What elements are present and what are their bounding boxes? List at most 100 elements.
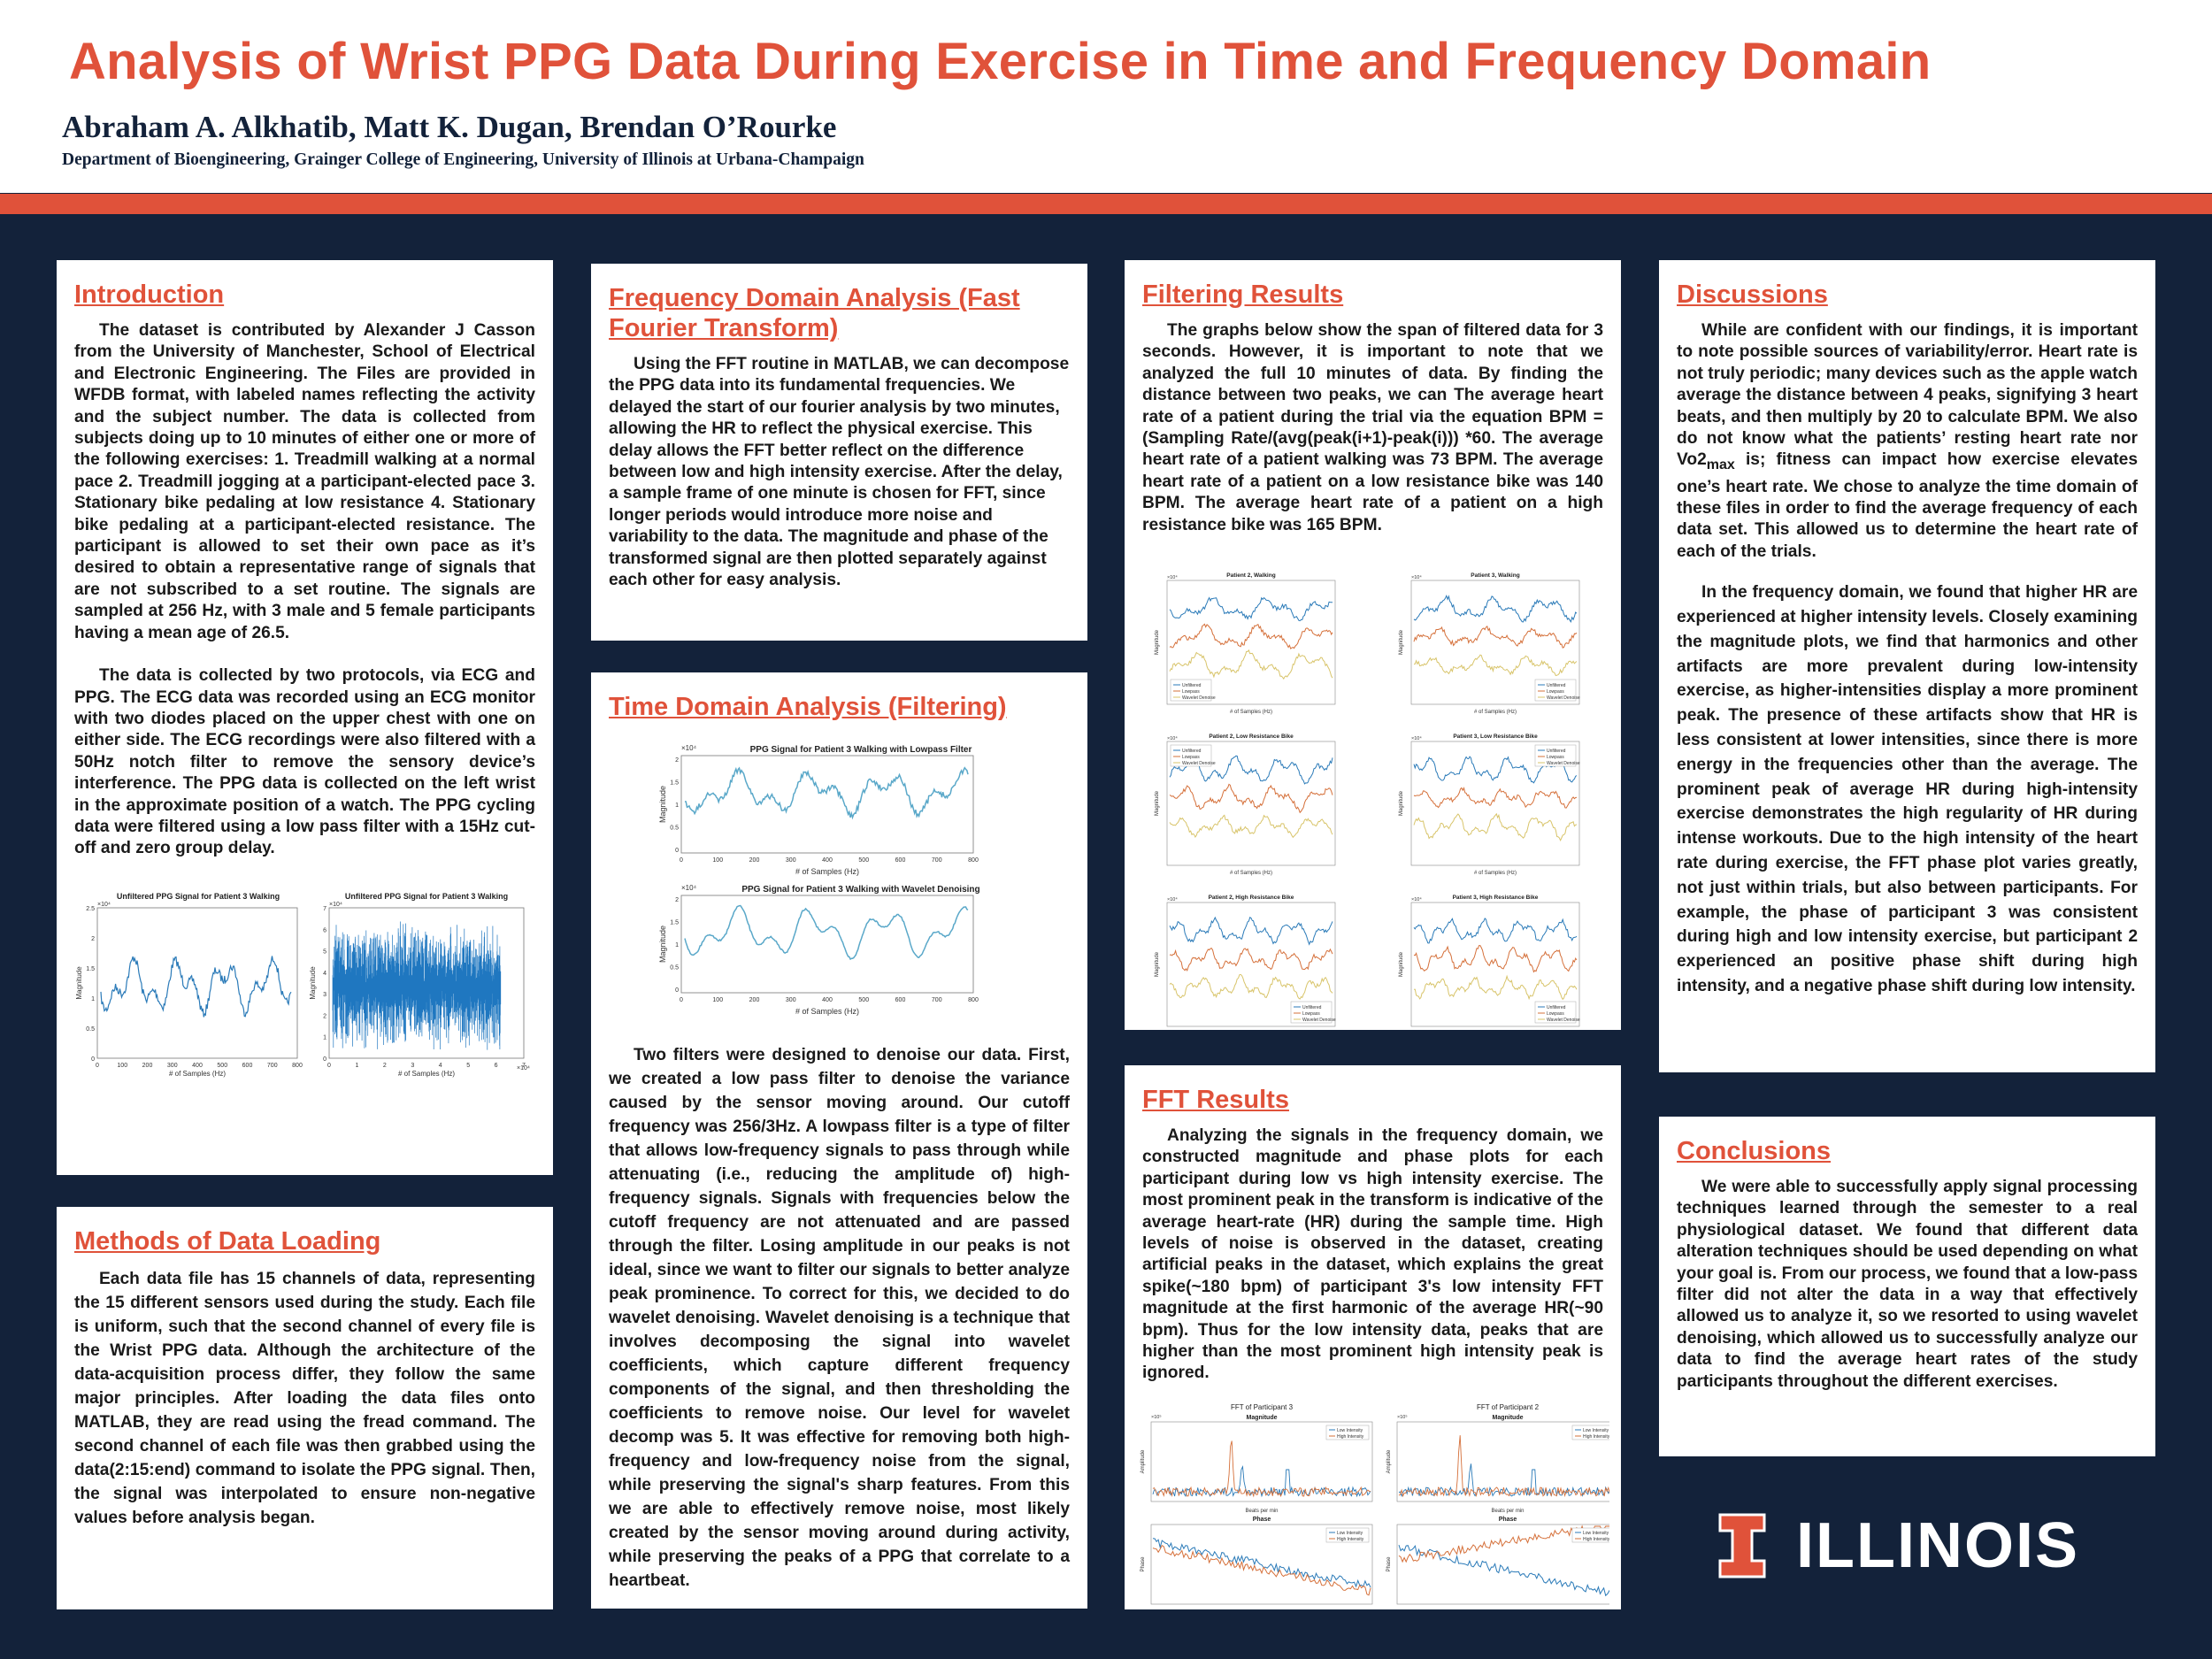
td1-x-tick-8: 800 (968, 857, 979, 864)
fft-phase-legend-label-1-0: Low Intensity (1583, 1531, 1609, 1536)
fft-results-paragraph-1: Analyzing the signals in the frequency d… (1142, 1126, 1603, 1383)
td2-y-tick-1: 1.5 (670, 920, 679, 926)
td1-x-tick-3: 300 (786, 857, 796, 864)
fft-mag-legend-label-0-1: High Intensity (1337, 1434, 1364, 1440)
time-domain-panel: Time Domain Analysis (Filtering) PPG Sig… (591, 672, 1087, 1609)
filter-plot-1-series-1 (1413, 626, 1578, 649)
intro-fig2-yticks: 7 6 5 4 3 2 1 0 (323, 906, 326, 1063)
fft-mag-ylabel-0: Amplitude (1141, 1449, 1146, 1473)
intro-fig1-exp: ×10⁴ (97, 902, 111, 908)
filter-plot-xlabel-3: # of Samples (Hz) (1474, 871, 1517, 876)
methods-paragraph-1: Each data file has 15 channels of data, … (74, 1270, 535, 1527)
filter-legend-label-5-1: Lowpass (1547, 1011, 1564, 1017)
fft-phase-ylabel-1: Phase (1386, 1556, 1392, 1572)
intro2-y-tick-6: 1 (323, 1034, 326, 1041)
filter-legend-label-2-2: Wavelet Denoise (1182, 761, 1216, 766)
filter-legend-label-4-2: Wavelet Denoise (1302, 1018, 1336, 1023)
fft-phase-legend-label-0-0: Low Intensity (1337, 1531, 1363, 1536)
methods-heading: Methods of Data Loading (74, 1227, 381, 1256)
filter-legend-label-3-1: Lowpass (1547, 755, 1564, 760)
introduction-paragraph-1: The dataset is contributed by Alexander … (74, 321, 535, 642)
intro1-x-tick-4: 400 (192, 1063, 203, 1069)
td1-x-tick-7: 700 (932, 857, 942, 864)
filter-legend-label-0-1: Lowpass (1182, 689, 1200, 695)
td2-y-tick-4: 0 (675, 987, 679, 994)
td2-x-tick-2: 200 (749, 997, 760, 1003)
fft-figures: FFT of Participant 3 Magnitude ×10⁵ Low Int… (1141, 1403, 1619, 1605)
intro-fig1-ylabel: Magnitude (75, 966, 83, 1000)
td-fig2-signal (684, 904, 969, 961)
intro2-x-tick-1: 1 (355, 1063, 358, 1069)
filter-plot-xlabel-0: # of Samples (Hz) (1230, 710, 1272, 715)
filter-plot-ylabel-4: Magnitude (1155, 951, 1160, 977)
intro1-x-tick-5: 500 (217, 1063, 227, 1069)
td2-y-tick-3: 0.5 (670, 965, 679, 972)
discussions-heading: Discussions (1677, 280, 1828, 309)
fft-phase-ylabel-0: Phase (1141, 1556, 1146, 1572)
td1-x-tick-4: 400 (822, 857, 833, 864)
filter-plot-4-series-2 (1169, 973, 1333, 1000)
td1-x-tick-1: 100 (712, 857, 723, 864)
intro2-y-tick-4: 3 (323, 992, 326, 998)
filter-plot-exp-0: ×10⁴ (1167, 574, 1178, 580)
filtering-heading: Filtering Results (1142, 280, 1344, 309)
filter-plot-title-2: Patient 2, Low Resistance Bike (1209, 733, 1294, 740)
fft-results-heading: FFT Results (1142, 1086, 1289, 1114)
filter-plot-ylabel-1: Magnitude (1399, 629, 1404, 655)
td2-x-tick-0: 0 (680, 997, 683, 1003)
intro2-y-tick-3: 4 (323, 971, 326, 977)
td2-y-tick-2: 1 (675, 942, 679, 949)
intro-fig1-title: Unfiltered PPG Signal for Patient 3 Walk… (117, 892, 280, 901)
filter-legend-label-4-1: Lowpass (1302, 1011, 1320, 1017)
fft-phase-subtitle-0: Phase (1253, 1517, 1271, 1523)
intro1-y-tick-1: 2 (91, 936, 95, 942)
td2-x-tick-5: 500 (858, 997, 869, 1003)
filter-plot-title-1: Patient 3, Walking (1471, 572, 1519, 579)
filter-plot-4-series-1 (1169, 948, 1333, 972)
filter-plot-title-5: Patient 3, High Resistance Bike (1453, 895, 1539, 901)
filter-plot-exp-4: ×10⁴ (1167, 896, 1178, 902)
td-fig2-title: PPG Signal for Patient 3 Walking with Wa… (741, 885, 979, 895)
fft-mag-exp-0: ×10⁵ (1151, 1414, 1162, 1420)
fft-phase-subtitle-1: Phase (1499, 1517, 1517, 1523)
td2-x-tick-6: 600 (895, 997, 906, 1003)
poster-title: Analysis of Wrist PPG Data During Exerci… (69, 33, 1932, 90)
intro2-y-tick-5: 2 (323, 1013, 326, 1019)
filter-legend-label-1-2: Wavelet Denoise (1547, 695, 1580, 701)
filter-plot-5-series-0 (1413, 918, 1578, 944)
fft-fig-title-1: FFT of Participant 2 (1477, 1403, 1540, 1411)
intro2-x-tick-7: 7 (522, 1063, 526, 1069)
filter-plot-3-series-2 (1413, 812, 1578, 842)
filter-plot-0-series-0 (1169, 596, 1333, 622)
intro2-x-tick-0: 0 (327, 1063, 331, 1069)
fft-mag-legend-label-1-1: High Intensity (1583, 1434, 1609, 1440)
intro2-y-tick-1: 6 (323, 927, 326, 933)
td1-x-tick-0: 0 (680, 857, 683, 864)
td-fig2-ylabel: Magnitude (658, 926, 667, 963)
fft-results-panel: FFT Results Analyzing the signals in the… (1125, 1065, 1621, 1609)
conclusions-panel: Conclusions We were able to successfully… (1659, 1117, 2155, 1456)
discussions-p1-after: is; fitness can impact how exercise elev… (1677, 450, 2138, 561)
fft-phase-0-series-1 (1152, 1544, 1371, 1596)
td1-y-tick-0: 2 (675, 757, 679, 764)
fft-fig-title-0: FFT of Participant 3 (1231, 1403, 1294, 1411)
td-fig1-signal (684, 766, 969, 820)
filter-plot-exp-3: ×10⁴ (1411, 735, 1422, 741)
td2-x-tick-8: 800 (968, 997, 979, 1003)
discussions-paragraph-2: In the frequency domain, we found that h… (1677, 583, 2138, 996)
filter-plot-exp-5: ×10⁴ (1411, 896, 1422, 902)
fft-mag-legend-label-0-0: Low Intensity (1337, 1428, 1363, 1433)
fft-mag-exp-1: ×10⁵ (1397, 1414, 1408, 1420)
illinois-logo: ILLINOIS (1718, 1511, 2108, 1580)
filter-plot-2-series-1 (1169, 783, 1333, 814)
filter-plot-ylabel-5: Magnitude (1399, 951, 1404, 977)
td1-x-tick-5: 500 (858, 857, 869, 864)
intro-fig1-signal (100, 956, 292, 1018)
filter-plot-title-4: Patient 2, High Resistance Bike (1209, 895, 1294, 901)
td-fig1-yticks: 2 1.5 1 0.5 0 (670, 757, 679, 854)
intro-fig2-title: Unfiltered PPG Signal for Patient 3 Walk… (345, 892, 508, 901)
discussions-panel: Discussions While are confident with our… (1659, 260, 2155, 1072)
intro-fig2-xticks: 0 1 2 3 4 5 6 7 (327, 1063, 526, 1069)
affiliation: Department of Bioengineering, Grainger C… (62, 150, 864, 169)
filter-legend-label-0-2: Wavelet Denoise (1182, 695, 1216, 701)
